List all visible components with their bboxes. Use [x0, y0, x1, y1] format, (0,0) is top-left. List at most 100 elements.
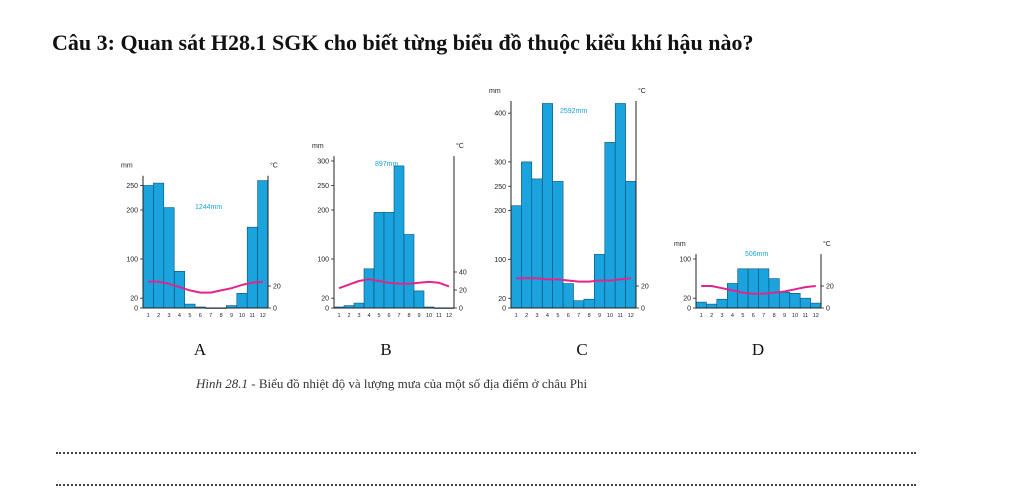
rain-unit-label: mm — [121, 163, 133, 170]
temp-tick-label: 40 — [459, 270, 467, 277]
month-label: 9 — [230, 313, 233, 319]
rain-bar-b-6 — [383, 212, 395, 309]
rain-tick-label: 300 — [317, 159, 329, 166]
rain-bar-b-7 — [393, 165, 405, 309]
temp-tick-label: 20 — [641, 284, 649, 291]
month-label: 9 — [417, 313, 420, 319]
rain-bar-a-11 — [246, 226, 258, 309]
month-label: 2 — [710, 313, 713, 319]
temp-unit-label: °C — [270, 162, 278, 170]
temp-tick-label: 0 — [459, 306, 463, 313]
rain-bar-a-12 — [257, 180, 269, 309]
rain-unit-label: mm — [312, 143, 324, 150]
month-label: 2 — [157, 313, 160, 319]
month-label: 3 — [721, 313, 724, 319]
rain-bar-c-12 — [625, 181, 637, 309]
rain-tick-label: 20 — [130, 296, 138, 303]
rain-bar-c-2 — [521, 161, 533, 309]
month-label: 11 — [250, 313, 256, 319]
month-label: 8 — [588, 313, 591, 319]
rain-bar-d-2 — [706, 303, 718, 309]
rain-bar-c-5 — [552, 181, 564, 309]
rain-bar-d-6 — [747, 268, 759, 309]
month-label: 7 — [209, 313, 212, 319]
rain-bar-b-8 — [403, 234, 415, 309]
temp-tick-label: 20 — [459, 288, 467, 295]
month-label: 12 — [813, 313, 819, 319]
rain-tick-label: 100 — [317, 257, 329, 264]
temp-unit-label: °C — [823, 240, 831, 248]
rain-bar-c-7 — [573, 300, 585, 309]
month-label: 11 — [803, 313, 809, 319]
month-label: 12 — [628, 313, 634, 319]
rain-bar-d-12 — [810, 302, 822, 309]
month-label: 3 — [168, 313, 171, 319]
rain-tick-label: 100 — [679, 257, 691, 264]
chart-label-b: B — [380, 340, 392, 359]
chart-label-c: C — [576, 340, 588, 359]
rain-bar-c-1 — [510, 205, 522, 309]
rain-bar-c-4 — [541, 103, 553, 309]
month-label: 5 — [188, 313, 191, 319]
month-label: 2 — [525, 313, 528, 319]
rain-bar-b-5 — [373, 212, 385, 309]
rain-bar-a-2 — [153, 182, 165, 309]
rain-bar-c-6 — [562, 283, 574, 309]
rain-tick-label: 0 — [687, 306, 691, 313]
month-label: 7 — [397, 313, 400, 319]
rain-bar-b-3 — [353, 302, 365, 309]
month-label: 3 — [357, 313, 360, 319]
rain-tick-label: 250 — [494, 184, 506, 191]
month-label: 9 — [783, 313, 786, 319]
month-label: 1 — [515, 313, 518, 319]
month-label: 7 — [577, 313, 580, 319]
rain-tick-label: 0 — [134, 306, 138, 313]
rain-bar-a-1 — [142, 185, 154, 309]
rain-tick-label: 200 — [317, 208, 329, 215]
month-label: 10 — [426, 313, 432, 319]
temp-tick-label: 0 — [826, 306, 830, 313]
rain-bar-c-11 — [614, 103, 626, 309]
month-label: 11 — [436, 313, 442, 319]
rain-tick-label: 250 — [126, 183, 138, 190]
rain-tick-label: 20 — [498, 296, 506, 303]
month-label: 6 — [387, 313, 390, 319]
rain-unit-label: mm — [489, 88, 501, 95]
temperature-line-a — [148, 280, 263, 294]
month-label: 4 — [367, 313, 370, 319]
month-label: 4 — [731, 313, 734, 319]
total-rainfall-label-b: 897mm — [375, 161, 399, 168]
month-label: 10 — [239, 313, 245, 319]
rain-bar-c-8 — [583, 298, 595, 309]
answer-line-1 — [56, 452, 916, 454]
month-label: 7 — [762, 313, 765, 319]
month-label: 8 — [407, 313, 410, 319]
month-label: 1 — [700, 313, 703, 319]
rain-tick-label: 200 — [494, 208, 506, 215]
month-label: 3 — [536, 313, 539, 319]
month-label: 6 — [567, 313, 570, 319]
month-label: 12 — [260, 313, 266, 319]
month-label: 4 — [178, 313, 181, 319]
rain-tick-label: 400 — [494, 111, 506, 118]
rain-tick-label: 300 — [494, 159, 506, 166]
month-label: 10 — [607, 313, 613, 319]
month-label: 8 — [220, 313, 223, 319]
question-title: Câu 3: Quan sát H28.1 SGK cho biết từng … — [52, 30, 754, 55]
rain-bar-d-4 — [726, 283, 738, 309]
rain-tick-label: 100 — [126, 257, 138, 264]
rain-tick-label: 250 — [317, 183, 329, 190]
temp-tick-label: 20 — [273, 284, 281, 291]
month-label: 8 — [773, 313, 776, 319]
temperature-line-b — [338, 278, 450, 290]
rain-bar-d-1 — [695, 301, 707, 309]
rain-bar-a-10 — [236, 292, 248, 309]
rain-bar-d-7 — [758, 268, 770, 309]
month-label: 5 — [741, 313, 744, 319]
rain-bar-a-3 — [163, 207, 175, 309]
figure-caption-text: - Biểu đồ nhiệt độ và lượng mưa của một … — [251, 376, 588, 391]
total-rainfall-label-a: 1244mm — [195, 204, 222, 211]
